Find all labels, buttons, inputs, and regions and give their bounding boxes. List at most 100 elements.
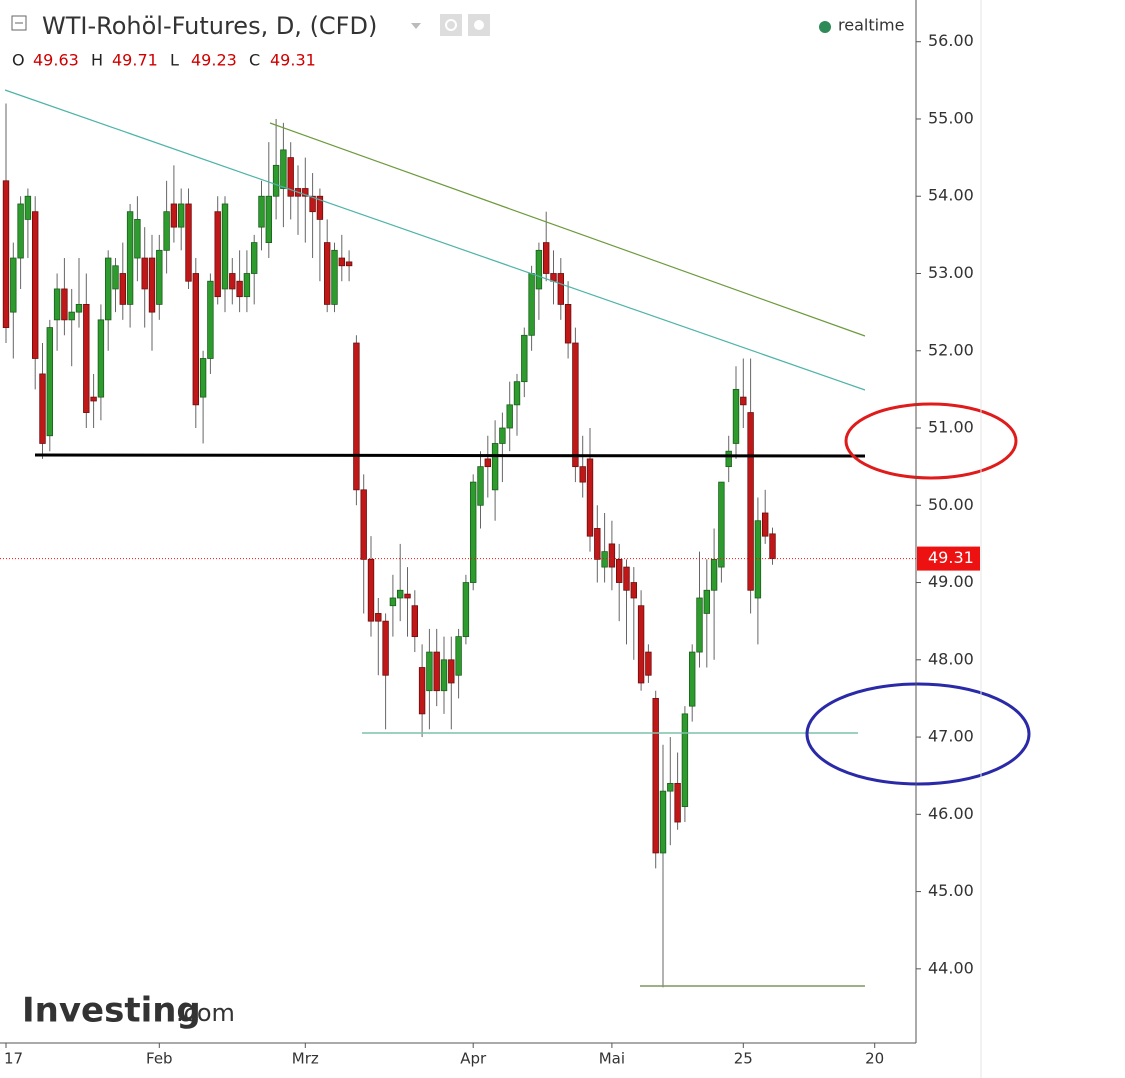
candle-body [389, 597, 397, 607]
candle-body [506, 404, 513, 429]
dropdown-icon[interactable] [411, 23, 421, 29]
y-tick-label: 47.00 [928, 727, 974, 746]
candle-body [316, 195, 324, 220]
collapse-icon[interactable] [11, 15, 27, 31]
candle-body [667, 783, 674, 792]
candle-body [623, 566, 630, 591]
candle-body [608, 543, 616, 568]
candle-body [630, 582, 637, 599]
candle-body [90, 396, 97, 402]
candle-body [68, 311, 75, 321]
candle-body [616, 558, 623, 583]
candle-body [564, 304, 572, 344]
settings-icon-gear [474, 20, 484, 30]
candle-body [484, 458, 491, 468]
candle-body [287, 157, 294, 197]
candle-body [557, 273, 564, 305]
x-tick-label: Mrz [292, 1050, 319, 1068]
support-line [34, 453, 866, 458]
candle-body [323, 242, 331, 305]
candle-body [469, 481, 477, 583]
candle-body [681, 713, 689, 807]
candle-body [513, 381, 521, 406]
realtime-label: realtime [838, 16, 904, 35]
candle-body [455, 636, 462, 676]
candle-body [579, 466, 586, 483]
candle-body [236, 280, 243, 298]
candle-body [61, 288, 68, 321]
candle-body [440, 659, 448, 692]
y-tick-label: 44.00 [928, 958, 974, 977]
ohlc-value: 49.23 [191, 51, 237, 70]
watermark-suffix: .com [176, 999, 235, 1027]
candle-body [2, 180, 10, 328]
y-tick-label: 56.00 [928, 31, 974, 50]
candle-body [762, 512, 769, 537]
candle-body [338, 257, 345, 267]
candle-body [345, 261, 353, 267]
candle-body [586, 458, 594, 537]
candle-body [229, 273, 236, 290]
candle-body [433, 651, 440, 692]
candle-body [105, 257, 112, 321]
chart-title: WTI-Rohöl-Futures, D, (CFD) [42, 12, 377, 40]
candle-body [170, 203, 178, 228]
candle-body [10, 257, 17, 313]
candle-body [32, 211, 39, 359]
ohlc-value: 49.63 [33, 51, 79, 70]
ohlc-value: 49.71 [112, 51, 158, 70]
candle-body [367, 558, 375, 622]
ohlc-value: 49.31 [270, 51, 316, 70]
candle-body [53, 288, 61, 321]
candle-body [528, 273, 535, 336]
candle-body [601, 551, 608, 568]
y-tick-label: 50.00 [928, 495, 974, 514]
x-tick-label: Apr [460, 1050, 487, 1068]
candle-body [156, 249, 163, 305]
candle-body [192, 273, 199, 406]
candle-body [360, 489, 367, 560]
candle-body [740, 396, 747, 406]
candle-body [24, 195, 32, 220]
candle-body [732, 388, 740, 444]
candle-body [404, 593, 411, 599]
y-tick-label: 53.00 [928, 263, 974, 282]
y-tick-label: 52.00 [928, 340, 974, 359]
candle-body [258, 195, 265, 228]
candle-body [689, 651, 696, 707]
candle-body [302, 188, 309, 197]
candle-body [177, 203, 185, 228]
candle-body [396, 589, 404, 599]
candle-body [645, 651, 652, 676]
candle-body [199, 358, 207, 398]
candle-body [148, 257, 156, 313]
candle-body [426, 651, 433, 692]
trend-line [4, 89, 866, 391]
x-tick-label: Mai [599, 1050, 625, 1068]
candle-body [411, 605, 418, 638]
candle-body [353, 342, 360, 491]
candle-body [418, 667, 426, 715]
candle-body [134, 219, 141, 259]
candle-body [769, 533, 776, 559]
candle-body [594, 528, 601, 560]
candle-body [652, 698, 659, 854]
y-tick-label: 54.00 [928, 186, 974, 205]
y-tick-label: 51.00 [928, 418, 974, 437]
y-tick-label: 48.00 [928, 649, 974, 668]
candle-body [747, 412, 754, 591]
visibility-icon-eye [445, 19, 457, 31]
candle-body [674, 783, 681, 823]
candle-body [185, 203, 192, 282]
highlight-ellipse [805, 682, 1031, 786]
candle-body [382, 620, 389, 676]
candle-body [491, 443, 499, 491]
ohlc-label: O [12, 51, 25, 70]
candle-body [477, 466, 484, 506]
candle-body [265, 195, 272, 243]
candle-body [725, 450, 732, 468]
visibility-icon[interactable] [440, 14, 462, 36]
candle-body [46, 327, 53, 437]
watermark-brand: Investing [22, 991, 201, 1031]
